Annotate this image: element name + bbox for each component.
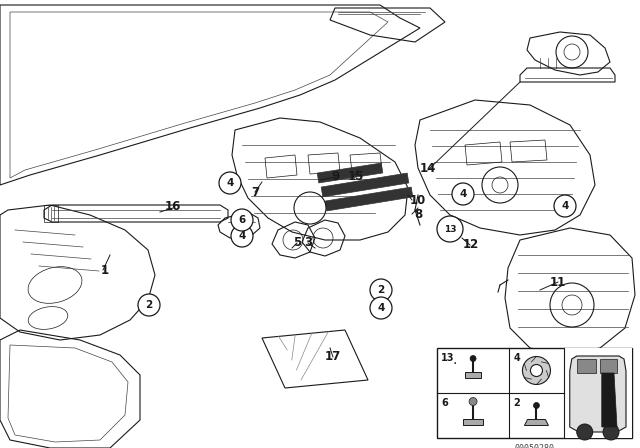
Text: 10: 10 [410,194,426,207]
Polygon shape [602,373,617,427]
Text: 4: 4 [460,189,467,199]
Text: 2: 2 [145,300,152,310]
Circle shape [469,397,477,405]
Circle shape [437,216,463,242]
Polygon shape [577,359,596,373]
Text: 1: 1 [101,263,109,276]
Circle shape [470,356,476,362]
Circle shape [370,297,392,319]
Text: 14: 14 [420,163,436,176]
Text: 00050280: 00050280 [515,444,554,448]
Circle shape [534,402,540,409]
Polygon shape [570,356,626,432]
Bar [437,348,632,438]
Polygon shape [465,372,481,379]
Polygon shape [463,419,483,426]
Text: 4: 4 [227,178,234,188]
Text: 2: 2 [378,285,385,295]
Text: 4: 4 [513,353,520,363]
Text: 13: 13 [444,224,456,233]
Text: 13: 13 [441,353,454,363]
Bar [564,348,632,438]
Text: 12: 12 [463,238,479,251]
Text: 6: 6 [238,215,246,225]
Circle shape [603,424,619,440]
Polygon shape [325,187,413,211]
Circle shape [231,209,253,231]
Text: 16: 16 [165,201,181,214]
Text: .: . [453,353,458,367]
Circle shape [531,365,543,376]
Text: 8: 8 [414,208,422,221]
Text: 5: 5 [293,236,301,249]
Polygon shape [321,173,409,197]
Text: 3: 3 [304,236,312,249]
Text: 11: 11 [550,276,566,289]
Text: 2: 2 [513,398,520,408]
Polygon shape [600,359,617,373]
Text: 7: 7 [251,185,259,198]
Circle shape [370,279,392,301]
Polygon shape [317,163,383,183]
Text: 17: 17 [325,350,341,363]
Circle shape [219,172,241,194]
Circle shape [522,357,550,384]
Circle shape [577,424,593,440]
Circle shape [554,195,576,217]
Circle shape [138,294,160,316]
Text: 6: 6 [441,398,448,408]
Circle shape [231,225,253,247]
Polygon shape [524,419,548,426]
Text: 9: 9 [332,169,340,182]
Circle shape [452,183,474,205]
Text: 4: 4 [238,231,246,241]
Text: 4: 4 [378,303,385,313]
Text: 4: 4 [561,201,569,211]
Text: 15: 15 [348,169,364,182]
